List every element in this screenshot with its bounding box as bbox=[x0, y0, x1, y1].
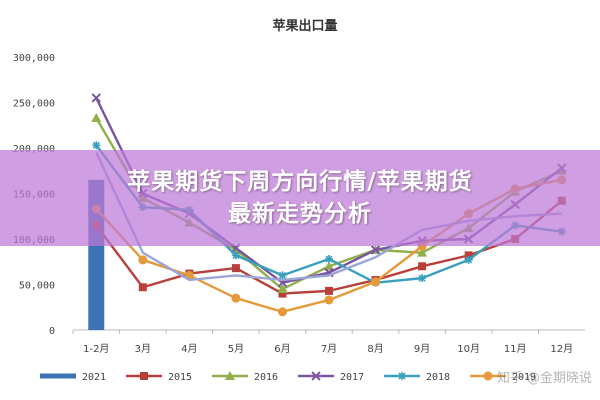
x-tick-label: 9月 bbox=[414, 343, 430, 355]
axis-layer: 050,000100,000150,000200,000250,000300,0… bbox=[13, 53, 585, 355]
legend-item-2016: 2016 bbox=[212, 371, 278, 383]
legend-item-2018: 2018 bbox=[384, 372, 450, 383]
point-2017 bbox=[370, 245, 381, 255]
legend-label: 2016 bbox=[254, 372, 278, 383]
legend-item-2019: 2019 bbox=[470, 371, 536, 383]
point-2018 bbox=[278, 271, 287, 280]
y-tick-label: 0 bbox=[49, 326, 55, 337]
y-tick-label: 200,000 bbox=[13, 144, 55, 155]
point-2018 bbox=[231, 251, 240, 260]
point-2019 bbox=[371, 277, 381, 287]
y-tick-label: 50,000 bbox=[19, 281, 55, 292]
point-2018 bbox=[92, 141, 101, 150]
x-tick-label: 4月 bbox=[181, 343, 197, 355]
x-tick-label: 6月 bbox=[274, 343, 290, 355]
point-2016 bbox=[277, 284, 288, 294]
point-2017 bbox=[91, 93, 101, 103]
legend-label: 2015 bbox=[168, 372, 192, 383]
point-2019 bbox=[138, 255, 148, 265]
title-banner: 苹果期货下周方向行情/苹果期货 最新走势分析 bbox=[0, 150, 600, 246]
point-2015 bbox=[464, 251, 473, 260]
point-2015 bbox=[325, 286, 333, 295]
legend-label: 2019 bbox=[512, 372, 536, 383]
y-tick-label: 250,000 bbox=[13, 99, 55, 110]
legend-marker bbox=[225, 371, 235, 380]
point-2018 bbox=[325, 255, 333, 264]
x-tick-label: 10月 bbox=[457, 343, 480, 355]
banner-line-1: 苹果期货下周方向行情/苹果期货 bbox=[127, 169, 473, 195]
x-tick-label: 11月 bbox=[504, 343, 527, 355]
x-tick-label: 5月 bbox=[228, 343, 244, 355]
x-tick-label: 1-2月 bbox=[83, 343, 109, 355]
x-tick-label: 12月 bbox=[550, 343, 573, 355]
legend-label: 2017 bbox=[340, 372, 364, 383]
watermark: 知乎 @金期晓说 bbox=[496, 371, 592, 386]
point-2016 bbox=[324, 261, 334, 271]
y-tick-label: 300,000 bbox=[13, 53, 55, 64]
chart-title: 苹果出口量 bbox=[272, 18, 337, 34]
point-2018 bbox=[464, 255, 473, 264]
legend-marker bbox=[311, 371, 321, 381]
point-2015 bbox=[231, 264, 240, 273]
legend-item-2021: 2021 bbox=[40, 372, 106, 383]
banner-line-2: 最新走势分析 bbox=[228, 201, 372, 227]
point-2015 bbox=[278, 289, 287, 298]
x-tick-label: 3月 bbox=[135, 343, 151, 355]
x-tick-label: 7月 bbox=[321, 343, 337, 355]
point-2019 bbox=[324, 295, 334, 305]
legend-item-2017: 2017 bbox=[298, 371, 364, 383]
legend-marker bbox=[398, 372, 406, 380]
point-2015 bbox=[418, 262, 427, 271]
point-2019 bbox=[277, 307, 287, 317]
legend-item-2015: 2015 bbox=[126, 372, 192, 383]
legend-marker bbox=[140, 372, 148, 380]
point-2018 bbox=[418, 274, 427, 283]
legend-label: 2021 bbox=[82, 372, 106, 383]
x-tick-label: 8月 bbox=[367, 343, 383, 355]
legend: 2021 2015 2016 2017 2018 2019 bbox=[40, 371, 536, 383]
point-2016 bbox=[417, 247, 428, 257]
legend-marker bbox=[483, 371, 493, 381]
point-2016 bbox=[91, 112, 102, 122]
legend-label: 2018 bbox=[426, 372, 450, 383]
point-2015 bbox=[138, 283, 147, 292]
point-2019 bbox=[231, 293, 241, 303]
